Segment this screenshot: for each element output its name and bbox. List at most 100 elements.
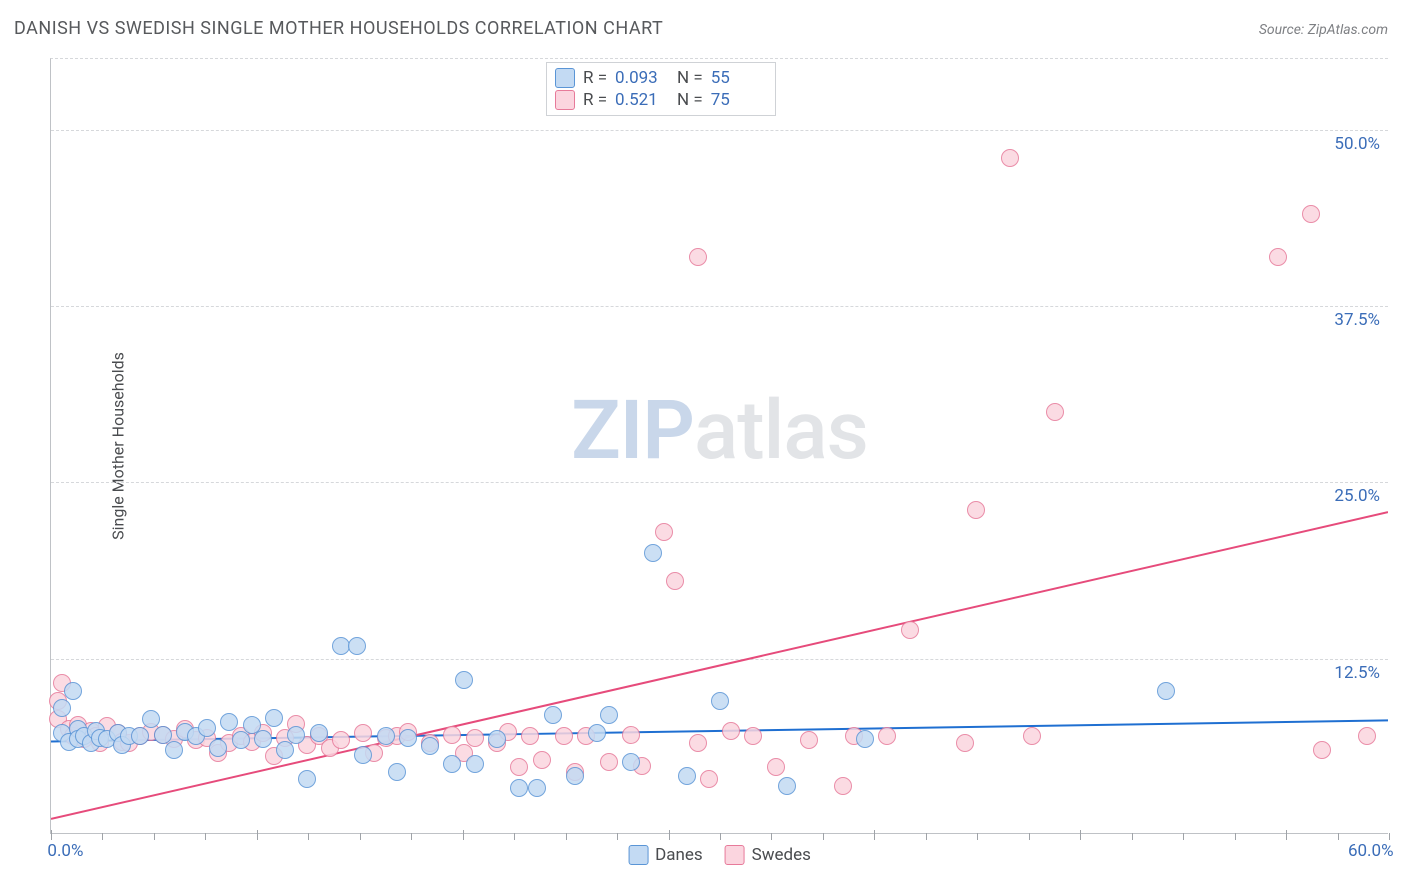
point-swedes [533,751,551,769]
point-danes [348,637,366,655]
point-swedes [1046,403,1064,421]
point-danes [566,767,584,785]
legend-r-value: 0.521 [615,90,669,110]
legend-r-label: R = [583,68,607,88]
point-swedes [332,731,350,749]
point-swedes [744,727,762,745]
point-danes [154,726,172,744]
point-danes [644,544,662,562]
x-tick [1029,833,1030,840]
x-tick [154,833,155,840]
point-swedes [1269,248,1287,266]
chart-plot-area: ZIPatlas 12.5%25.0%37.5%50.0%0.0%60.0%R … [50,58,1388,834]
point-swedes [901,621,919,639]
point-danes [399,729,417,747]
legend-n-label: N = [677,90,703,110]
x-tick [463,830,464,840]
point-swedes [622,726,640,744]
x-tick-label: 60.0% [1348,841,1394,861]
y-tick-label: 37.5% [1334,310,1380,330]
point-swedes [834,777,852,795]
point-danes [220,713,238,731]
series-legend-label: Danes [655,845,703,865]
legend-swatch [555,90,575,110]
x-tick [411,833,412,840]
x-tick [205,833,206,840]
point-swedes [956,734,974,752]
point-danes [528,779,546,797]
x-tick [874,830,875,840]
x-tick [1080,830,1081,840]
series-legend-label: Swedes [752,845,811,865]
x-tick [977,833,978,840]
legend-n-value: 55 [711,68,765,88]
watermark-light: atlas [694,383,868,479]
point-danes [310,724,328,742]
point-danes [388,763,406,781]
x-tick [308,833,309,840]
point-swedes [878,727,896,745]
point-swedes [354,724,372,742]
stats-legend-row: R =0.093N =55 [555,67,765,89]
chart-title: DANISH VS SWEDISH SINGLE MOTHER HOUSEHOL… [14,18,663,39]
point-swedes [510,758,528,776]
x-tick [360,833,361,840]
stats-legend-row: R =0.521N =75 [555,89,765,111]
point-swedes [689,248,707,266]
x-tick [1338,833,1339,840]
point-swedes [1302,205,1320,223]
x-tick [257,830,258,840]
point-danes [165,741,183,759]
point-danes [276,741,294,759]
x-tick [771,833,772,840]
point-danes [711,692,729,710]
trend-line-swedes [51,512,1388,819]
point-swedes [1023,727,1041,745]
point-danes [298,770,316,788]
point-danes [377,727,395,745]
legend-r-value: 0.093 [615,68,669,88]
y-gridline [51,306,1388,307]
point-danes [622,753,640,771]
point-danes [142,710,160,728]
point-danes [354,746,372,764]
point-danes [778,777,796,795]
point-danes [488,730,506,748]
point-danes [600,706,618,724]
series-legend: Danes Swedes [628,845,811,865]
point-danes [64,682,82,700]
x-tick [566,833,567,840]
point-danes [544,706,562,724]
point-swedes [666,572,684,590]
point-swedes [722,722,740,740]
point-danes [443,755,461,773]
point-swedes [1001,149,1019,167]
point-danes [678,767,696,785]
point-swedes [1313,741,1331,759]
y-tick-label: 50.0% [1334,134,1380,154]
x-tick [1132,833,1133,840]
point-danes [1157,682,1175,700]
point-swedes [655,523,673,541]
point-danes [421,737,439,755]
x-tick-label: 0.0% [47,841,83,861]
y-gridline [51,130,1388,131]
point-danes [232,731,250,749]
point-danes [856,730,874,748]
stats-legend: R =0.093N =55R =0.521N =75 [546,62,776,116]
series-legend-item: Danes [628,845,703,865]
legend-swatch [628,845,648,865]
x-tick [669,830,670,840]
x-tick [823,833,824,840]
point-swedes [521,727,539,745]
point-danes [265,709,283,727]
x-tick [102,833,103,840]
point-swedes [600,753,618,771]
legend-n-value: 75 [711,90,765,110]
point-danes [254,730,272,748]
y-tick-label: 12.5% [1334,663,1380,683]
x-tick [1235,833,1236,840]
point-danes [131,727,149,745]
point-danes [455,671,473,689]
legend-swatch [725,845,745,865]
